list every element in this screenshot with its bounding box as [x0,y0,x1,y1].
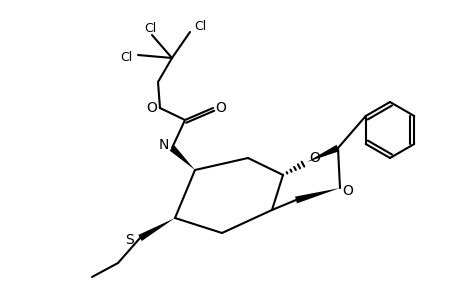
Text: N: N [158,138,169,152]
Polygon shape [294,188,339,203]
Text: Cl: Cl [144,22,156,34]
Text: O: O [146,101,157,115]
Text: Cl: Cl [120,50,132,64]
Polygon shape [306,145,339,162]
Text: Cl: Cl [193,20,206,32]
Polygon shape [138,218,174,241]
Text: O: O [215,101,226,115]
Text: O: O [342,184,353,198]
Text: S: S [125,233,134,247]
Polygon shape [169,146,195,170]
Text: O: O [309,151,320,165]
